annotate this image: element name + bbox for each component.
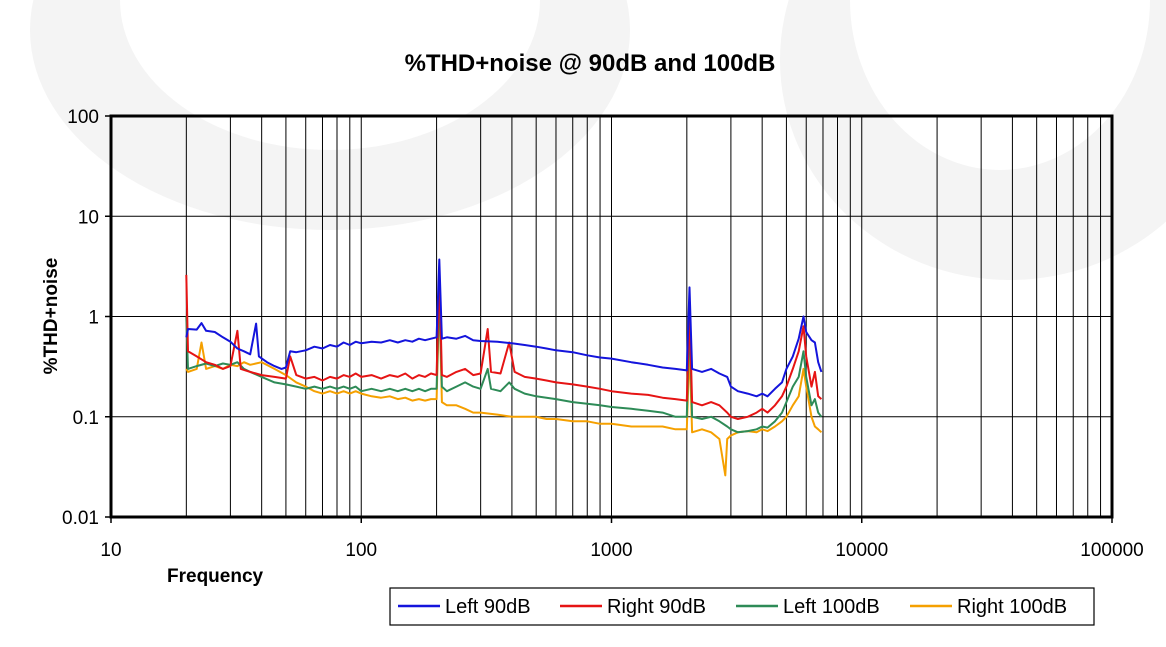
- x-tick-label: 10: [100, 540, 121, 561]
- y-tick-label: 100: [67, 107, 99, 128]
- chart-title: %THD+noise @ 90dB and 100dB: [405, 50, 776, 77]
- y-tick-label: 0.01: [62, 508, 99, 529]
- y-tick-label: 10: [78, 207, 99, 228]
- x-axis-label: Frequency: [167, 566, 264, 587]
- series-line-left-100db: [185, 289, 823, 434]
- legend-label: Left 90dB: [445, 596, 531, 618]
- gridlines: [111, 116, 1112, 517]
- legend-label: Right 90dB: [607, 596, 706, 618]
- y-axis-label: %THD+noise: [41, 258, 62, 375]
- x-tick-labels: 10 100 1000 10000 100000: [100, 517, 1144, 561]
- background-watermark: [30, 0, 1166, 280]
- series-line-right-90db: [185, 267, 823, 420]
- series-line-right-100db: [185, 295, 823, 477]
- x-tick-label: 100: [345, 540, 377, 561]
- x-tick-label: 1000: [590, 540, 632, 561]
- x-tick-label: 10000: [835, 540, 888, 561]
- x-tick-label: 100000: [1080, 540, 1143, 561]
- y-tick-label: 1: [88, 308, 99, 329]
- legend-label: Right 100dB: [957, 596, 1067, 618]
- series-line-left-90db: [185, 258, 823, 398]
- y-tick-labels: 100 10 1 0.1 0.01: [62, 107, 111, 529]
- series-lines: [185, 258, 823, 477]
- y-tick-label: 0.1: [73, 408, 99, 429]
- legend-label: Left 100dB: [783, 596, 880, 618]
- legend: Left 90dB Right 90dB Left 100dB Right 100dB: [389, 587, 1095, 626]
